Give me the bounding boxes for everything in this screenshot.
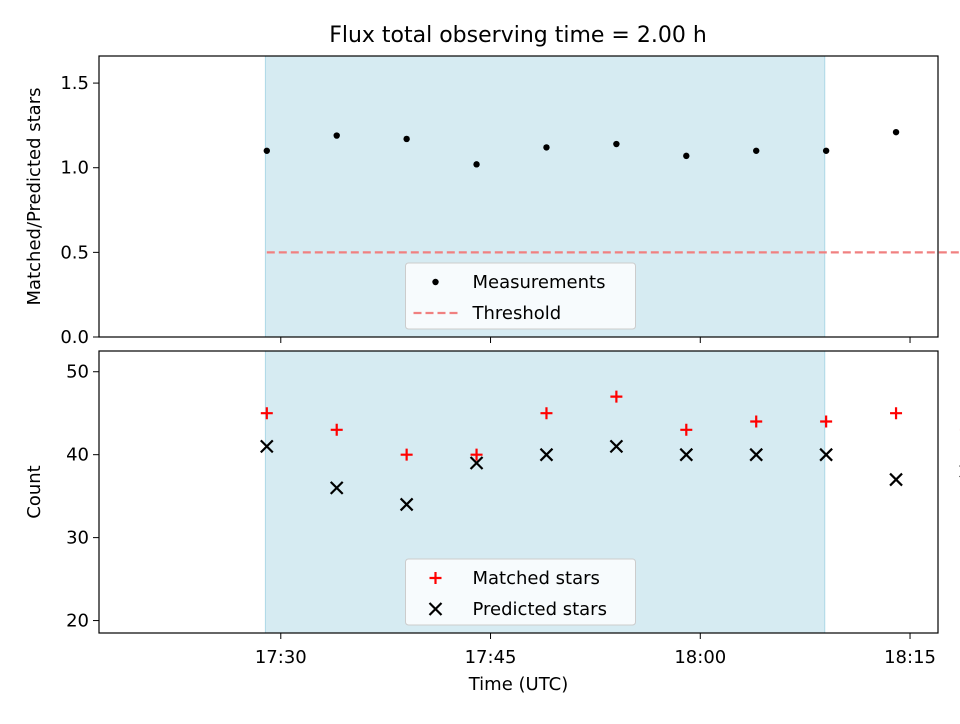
measurement-point	[543, 144, 549, 150]
measurement-point	[683, 153, 689, 159]
y-tick-label: 40	[66, 445, 89, 466]
measurement-point	[403, 136, 409, 142]
legend-marker-measurements	[432, 279, 438, 285]
y-axis-label: Count	[24, 465, 45, 518]
x-axis-label: Time (UTC)	[468, 674, 569, 695]
measurement-point	[264, 148, 270, 154]
x-tick-label: 18:15	[884, 647, 936, 668]
measurement-point	[613, 141, 619, 147]
x-tick-label: 17:45	[465, 647, 517, 668]
y-tick-label: 20	[66, 611, 89, 632]
chart-title: Flux total observing time = 2.00 h	[329, 23, 707, 48]
legend-label: Threshold	[472, 303, 562, 324]
legend-label: Matched stars	[473, 568, 600, 589]
measurement-point	[473, 161, 479, 167]
measurement-point	[893, 129, 899, 135]
legend-label: Measurements	[473, 272, 606, 293]
measurement-point	[823, 148, 829, 154]
y-tick-label: 50	[66, 362, 89, 383]
measurement-point	[334, 132, 340, 138]
measurement-point	[753, 148, 759, 154]
legend-label: Predicted stars	[473, 599, 607, 620]
y-tick-label: 30	[66, 528, 89, 549]
x-tick-label: 17:30	[255, 647, 307, 668]
y-tick-label: 0.0	[60, 327, 89, 348]
x-tick-label: 18:00	[674, 647, 726, 668]
y-tick-label: 1.0	[60, 158, 89, 179]
y-axis-label: Matched/Predicted stars	[24, 88, 45, 306]
y-tick-label: 0.5	[60, 242, 89, 263]
y-tick-label: 1.5	[60, 73, 89, 94]
